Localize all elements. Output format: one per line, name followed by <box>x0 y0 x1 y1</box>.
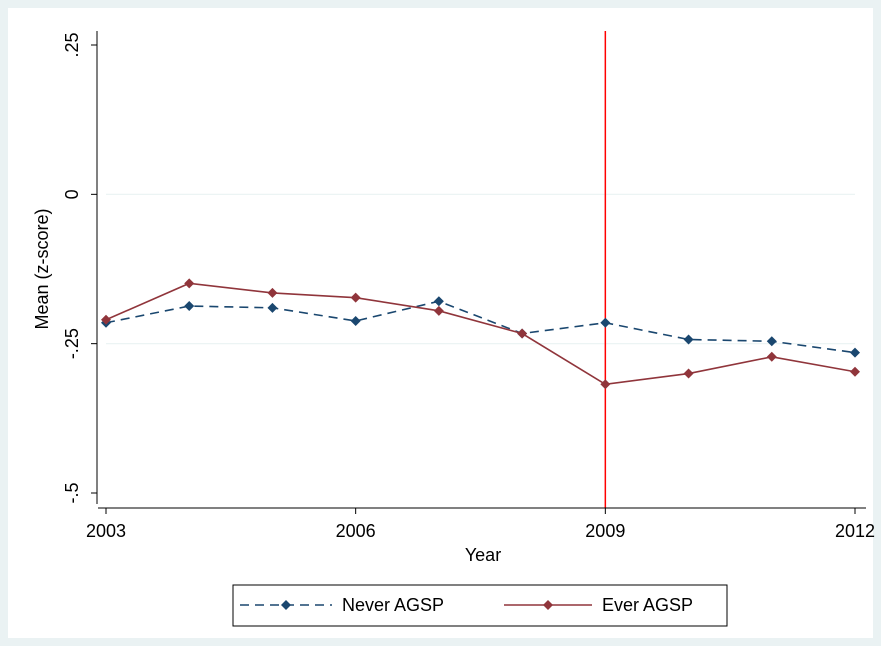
x-tick-label: 2009 <box>585 521 625 541</box>
data-point <box>267 302 278 313</box>
data-point <box>683 334 694 345</box>
data-point <box>267 287 278 298</box>
y-tick-label: -.25 <box>62 328 82 359</box>
data-point <box>350 315 361 326</box>
data-point <box>600 379 611 390</box>
plot-region <box>8 8 873 638</box>
axes: -.5 -.25 0 .25 2003 2006 2009 2012 <box>62 31 875 541</box>
y-tick-label: 0 <box>62 189 82 199</box>
y-axis-title: Mean (z-score) <box>32 208 52 329</box>
gridlines <box>106 193 855 345</box>
legend-label: Never AGSP <box>342 595 444 615</box>
x-tick-label: 2012 <box>835 521 875 541</box>
series-ever-agsp <box>101 278 860 390</box>
series-layer <box>101 278 860 390</box>
legend-marker <box>543 600 553 610</box>
legend-marker <box>281 600 291 610</box>
data-point <box>184 278 195 289</box>
x-tick-label: 2006 <box>336 521 376 541</box>
x-axis-title: Year <box>465 545 501 565</box>
data-point <box>766 351 777 362</box>
x-tick-label: 2003 <box>86 521 126 541</box>
data-point <box>101 314 111 325</box>
legend-label: Ever AGSP <box>602 595 693 615</box>
data-point <box>350 292 361 303</box>
data-point <box>600 317 611 328</box>
series-line <box>105 300 856 354</box>
data-point <box>433 296 444 307</box>
data-point <box>184 301 195 312</box>
legend: Never AGSP Ever AGSP <box>232 584 728 627</box>
series-line <box>105 282 856 386</box>
y-tick-label: .25 <box>62 32 82 57</box>
data-point <box>433 305 444 316</box>
data-point <box>683 368 694 379</box>
data-point <box>517 328 528 339</box>
data-point <box>850 347 860 358</box>
data-point <box>850 366 860 377</box>
data-point <box>766 336 777 347</box>
y-tick-label: -.5 <box>62 482 82 503</box>
